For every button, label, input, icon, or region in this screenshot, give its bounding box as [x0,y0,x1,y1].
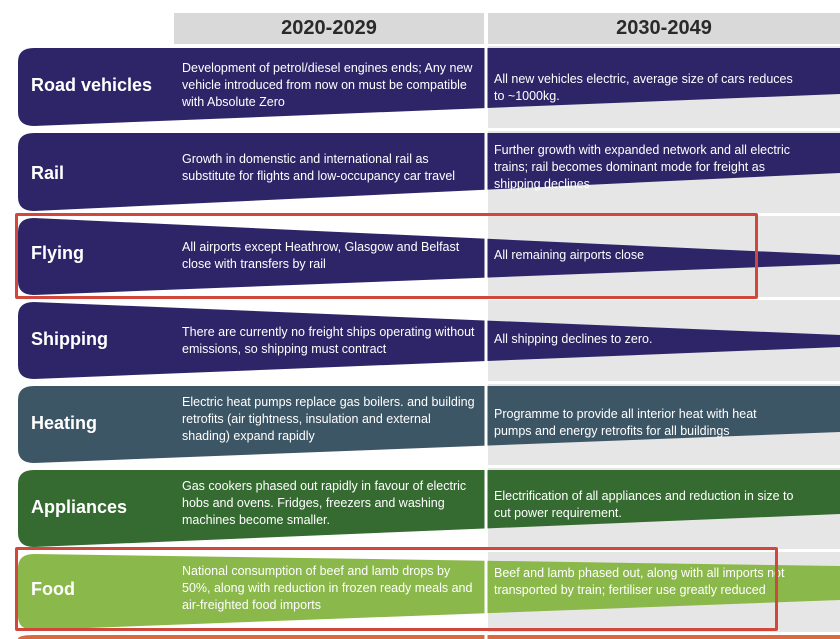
cell-heating-2020: Electric heat pumps replace gas boilers.… [182,395,475,443]
wedge-food [18,554,840,630]
row-label-heating: Heating [31,413,98,433]
row-label-appliances: Appliances [31,497,128,517]
wedge-road-vehicles [18,48,840,126]
wedge-next-row [18,635,840,639]
cell-appliances-2030: Electrification of all appliances and re… [494,489,794,520]
wedge-rail [18,133,840,211]
wedge-appliances [18,470,840,547]
cell-heating-2030: Programme to provide all interior heat w… [494,407,757,438]
cell-food-2020: National consumption of beef and lamb dr… [182,564,473,612]
cell-shipping-2020: There are currently no freight ships ope… [182,325,475,356]
cell-rail-2030: Further growth with expanded network and… [494,143,790,191]
row-label-road-vehicles: Road vehicles [31,75,153,95]
cell-appliances-2020: Gas cookers phased out rapidly in favour… [182,479,467,527]
cell-flying-2020: All airports except Heathrow, Glasgow an… [182,240,460,271]
cell-flying-2030: All remaining airports close [494,248,645,262]
cell-rail-2020: Growth in domenstic and international ra… [182,152,456,183]
cell-food-2030: Beef and lamb phased out, along with all… [494,566,785,597]
cell-road-vehicles-2020: Development of petrol/diesel engines end… [182,61,473,109]
column-header-2020-2029: 2020-2029 [174,13,484,44]
row-label-rail: Rail [31,163,65,183]
row-label-food: Food [31,579,75,599]
highlight-flying [15,213,758,299]
wedge-flying [18,218,840,295]
cell-road-vehicles-2030: All new vehicles electric, average size … [494,72,793,103]
column-header-2030-2049: 2030-2049 [488,13,840,44]
wedge-heating [18,386,840,463]
highlight-food [15,547,778,631]
row-label-shipping: Shipping [31,329,108,349]
cell-shipping-2030: All shipping declines to zero. [494,332,653,346]
row-label-flying: Flying [31,243,84,263]
wedge-shipping [18,302,840,379]
